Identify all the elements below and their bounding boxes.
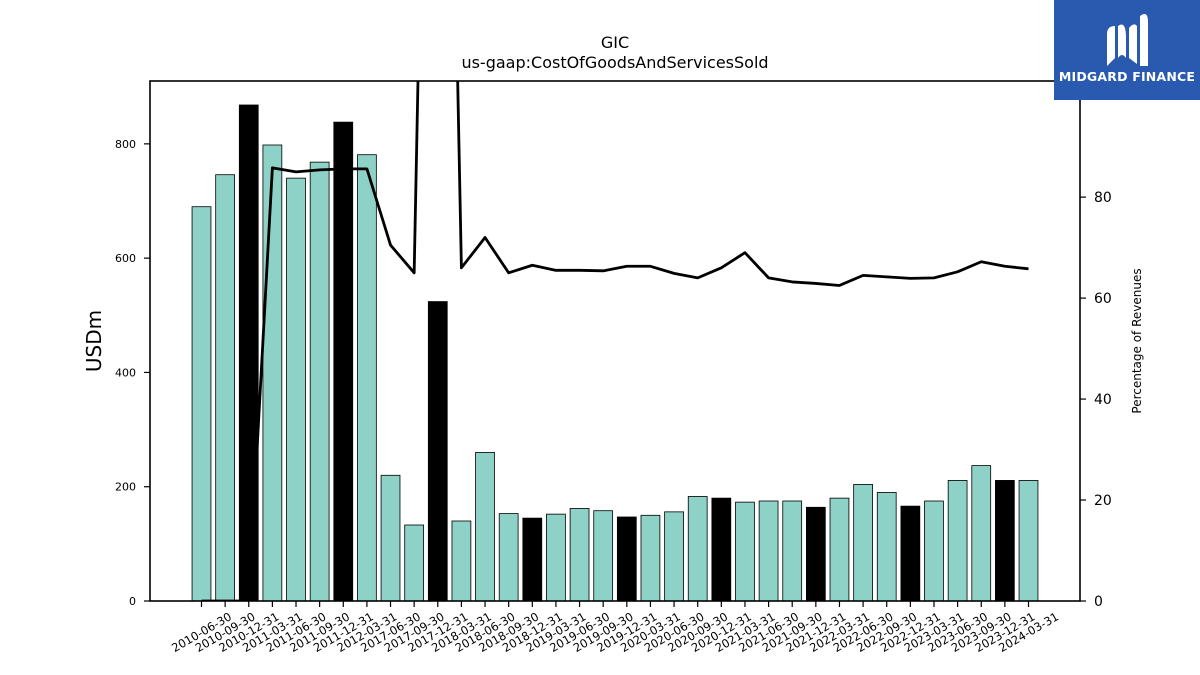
bar-2010-06-30 — [191, 206, 212, 602]
bar-2012-03-31 — [357, 154, 377, 602]
bar-2021-06-30 — [758, 500, 779, 602]
bar-2011-12-31 — [333, 121, 354, 602]
ratio-line-layer — [201, 81, 1029, 601]
y2-tick-label-60: 60 — [1094, 291, 1112, 307]
bar-2024-03-31 — [1018, 480, 1039, 602]
bar-2022-03-31 — [829, 497, 850, 602]
bar-2023-03-31 — [924, 500, 944, 602]
bar-2011-03-31 — [262, 144, 283, 602]
bar-2018-12-31 — [522, 517, 543, 602]
chart-title: GIC — [601, 33, 629, 52]
bar-2017-12-31 — [427, 301, 448, 602]
bar-2021-12-31 — [805, 506, 826, 602]
bar-2011-09-30 — [309, 161, 330, 602]
midgard-logo-icon — [1107, 14, 1148, 66]
bar-2021-09-30 — [782, 500, 803, 602]
ratio-line — [201, 81, 1029, 601]
bar-2020-06-30 — [664, 511, 684, 602]
bar-2019-09-30 — [593, 510, 614, 602]
bar-2011-06-30 — [286, 177, 306, 602]
bar-2018-03-31 — [451, 520, 472, 602]
bar-2020-12-31 — [711, 497, 732, 602]
bar-2021-03-31 — [735, 501, 755, 602]
y-tick-label-800: 800 — [115, 138, 136, 151]
y2-tick-label-20: 20 — [1094, 493, 1112, 509]
bar-2018-06-30 — [475, 452, 495, 602]
bar-2017-06-30 — [380, 474, 401, 602]
y-tick-label-0: 0 — [129, 595, 136, 608]
bar-2018-09-30 — [498, 513, 519, 602]
bar-2019-12-31 — [616, 516, 637, 602]
y2-axis-label: Percentage of Revenues — [1130, 268, 1144, 413]
bar-2020-03-31 — [640, 514, 661, 602]
bar-2019-06-30 — [569, 508, 590, 602]
y-axis-label: USDm — [82, 310, 106, 372]
axes: 02004006008000204060802010-06-302010-09-… — [115, 80, 1112, 655]
bar-2010-09-30 — [215, 174, 235, 602]
bar-2022-12-31 — [900, 505, 921, 602]
bar-2017-09-30 — [404, 524, 425, 602]
chart-subtitle: us-gaap:CostOfGoodsAndServicesSold — [461, 53, 768, 72]
midgard-finance-logo: MIDGARD FINANCE — [1054, 0, 1200, 100]
bar-2023-06-30 — [947, 480, 968, 602]
plot-frame — [149, 80, 1081, 602]
y2-tick-label-80: 80 — [1094, 190, 1112, 206]
y2-tick-label-0: 0 — [1094, 594, 1103, 610]
bar-2023-12-31 — [995, 480, 1015, 602]
y-tick-label-400: 400 — [115, 366, 136, 379]
bars — [191, 104, 1039, 602]
bar-2023-09-30 — [971, 465, 992, 602]
bar-2019-03-31 — [546, 513, 566, 602]
logo-text: MIDGARD FINANCE — [1058, 69, 1196, 84]
bar-2010-12-31 — [238, 104, 259, 602]
bar-2022-09-30 — [876, 492, 897, 602]
bar-2022-06-30 — [853, 484, 873, 602]
y-tick-label-200: 200 — [115, 481, 136, 494]
y-tick-label-600: 600 — [115, 252, 136, 265]
y2-tick-label-40: 40 — [1094, 392, 1112, 408]
bar-2020-09-30 — [687, 496, 708, 602]
